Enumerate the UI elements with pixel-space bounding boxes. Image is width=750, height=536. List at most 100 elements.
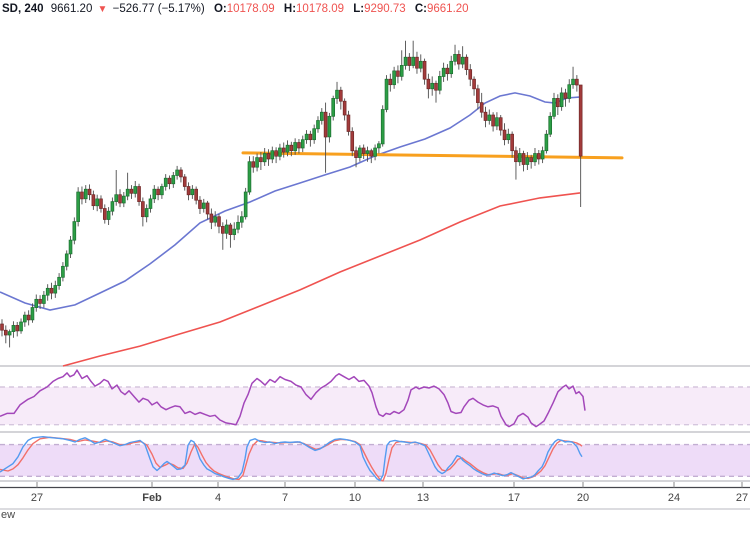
candle-down bbox=[445, 67, 450, 75]
stoch-band bbox=[0, 444, 750, 477]
candle-up bbox=[61, 265, 65, 278]
time-label: 10 bbox=[349, 492, 361, 504]
candle-down bbox=[259, 157, 263, 163]
candle-down bbox=[354, 150, 358, 158]
candle-up bbox=[45, 287, 50, 296]
candle-up bbox=[411, 56, 415, 66]
candle-up bbox=[380, 109, 385, 145]
candle-down bbox=[575, 78, 579, 86]
candle-down bbox=[350, 131, 355, 152]
candle-up bbox=[403, 56, 408, 66]
candle-down bbox=[346, 114, 351, 132]
candle-up bbox=[559, 92, 564, 108]
candle-down bbox=[251, 161, 256, 168]
candle-up bbox=[552, 98, 556, 117]
candle-up bbox=[365, 150, 370, 154]
candle-down bbox=[407, 56, 412, 66]
candle-up bbox=[110, 201, 115, 212]
candle-up bbox=[114, 194, 119, 202]
candle-down bbox=[129, 188, 134, 194]
candle-down bbox=[434, 82, 438, 91]
candle-down bbox=[388, 78, 393, 86]
candle-down bbox=[266, 153, 271, 160]
open-label: O: bbox=[213, 3, 227, 15]
time-label: 7 bbox=[282, 492, 288, 504]
candle-down bbox=[472, 78, 476, 90]
candle-up bbox=[247, 161, 252, 193]
candle-up bbox=[53, 285, 58, 294]
candle-up bbox=[392, 70, 396, 86]
last-price: 9661.20 bbox=[50, 3, 93, 15]
candle-down bbox=[38, 298, 42, 304]
candle-up bbox=[106, 210, 111, 220]
candle-up bbox=[335, 89, 339, 99]
candle-up bbox=[285, 144, 290, 153]
candle-down bbox=[578, 84, 583, 157]
candle-up bbox=[540, 150, 545, 160]
candle-down bbox=[361, 147, 366, 154]
candle-down bbox=[167, 177, 172, 185]
candle-down bbox=[422, 60, 427, 80]
candle-down bbox=[342, 100, 347, 116]
candle-down bbox=[209, 213, 214, 223]
candle-down bbox=[194, 188, 198, 201]
low-label: L: bbox=[353, 3, 365, 15]
candle-down bbox=[536, 153, 541, 160]
candle-down bbox=[323, 111, 328, 138]
candle-up bbox=[567, 84, 572, 99]
close-label: C: bbox=[414, 3, 427, 15]
candle-up bbox=[34, 298, 39, 308]
candle-up bbox=[190, 188, 195, 196]
candle-up bbox=[533, 153, 537, 163]
open-value: 10178.09 bbox=[226, 3, 275, 15]
candle-up bbox=[133, 186, 138, 194]
time-axis[interactable]: 27 Feb 4 7 10 13 17 20 24 27 bbox=[0, 482, 750, 510]
candle-up bbox=[316, 120, 320, 130]
orange-trendline[interactable] bbox=[241, 151, 624, 160]
candle-down bbox=[87, 188, 92, 196]
candle-down bbox=[281, 147, 286, 153]
time-label: Feb bbox=[142, 492, 162, 504]
low-value: 9290.73 bbox=[364, 3, 406, 15]
candle-up bbox=[144, 208, 149, 218]
candle-up bbox=[11, 325, 16, 332]
candle-up bbox=[544, 133, 549, 152]
candle-up bbox=[453, 54, 457, 62]
time-label: 4 bbox=[215, 492, 221, 504]
candle-up bbox=[125, 188, 130, 197]
candle-up bbox=[278, 147, 282, 157]
time-label: 24 bbox=[668, 492, 680, 504]
candle-down bbox=[502, 129, 507, 141]
candle-up bbox=[148, 198, 153, 209]
candle-up bbox=[331, 98, 336, 117]
candle-down bbox=[426, 78, 431, 90]
time-label: 27 bbox=[736, 492, 748, 504]
candle-up bbox=[201, 202, 206, 209]
candle-up bbox=[399, 65, 404, 77]
candle-down bbox=[99, 198, 103, 209]
candle-up bbox=[171, 175, 176, 185]
candle-up bbox=[293, 142, 297, 152]
candle-up bbox=[430, 82, 434, 90]
candle-down bbox=[498, 117, 503, 131]
candle-down bbox=[514, 150, 518, 163]
candle-down bbox=[26, 314, 31, 321]
candle-up bbox=[122, 195, 126, 204]
candle-down bbox=[182, 176, 187, 187]
candle-up bbox=[236, 221, 240, 230]
watermark-text-cropped: ew bbox=[1, 509, 16, 521]
rsi-line bbox=[0, 369, 586, 428]
candle-down bbox=[510, 133, 514, 152]
candle-up bbox=[449, 60, 454, 75]
candle-up bbox=[495, 117, 499, 127]
time-label: 27 bbox=[31, 492, 43, 504]
symbol-interval-label: SD, 240 bbox=[2, 3, 44, 15]
candle-up bbox=[571, 78, 575, 86]
candle-down bbox=[529, 157, 533, 163]
candle-down bbox=[205, 202, 210, 215]
candle-up bbox=[30, 307, 35, 321]
candle-up bbox=[441, 67, 446, 77]
candle-up bbox=[373, 147, 377, 157]
candle-down bbox=[179, 169, 183, 178]
